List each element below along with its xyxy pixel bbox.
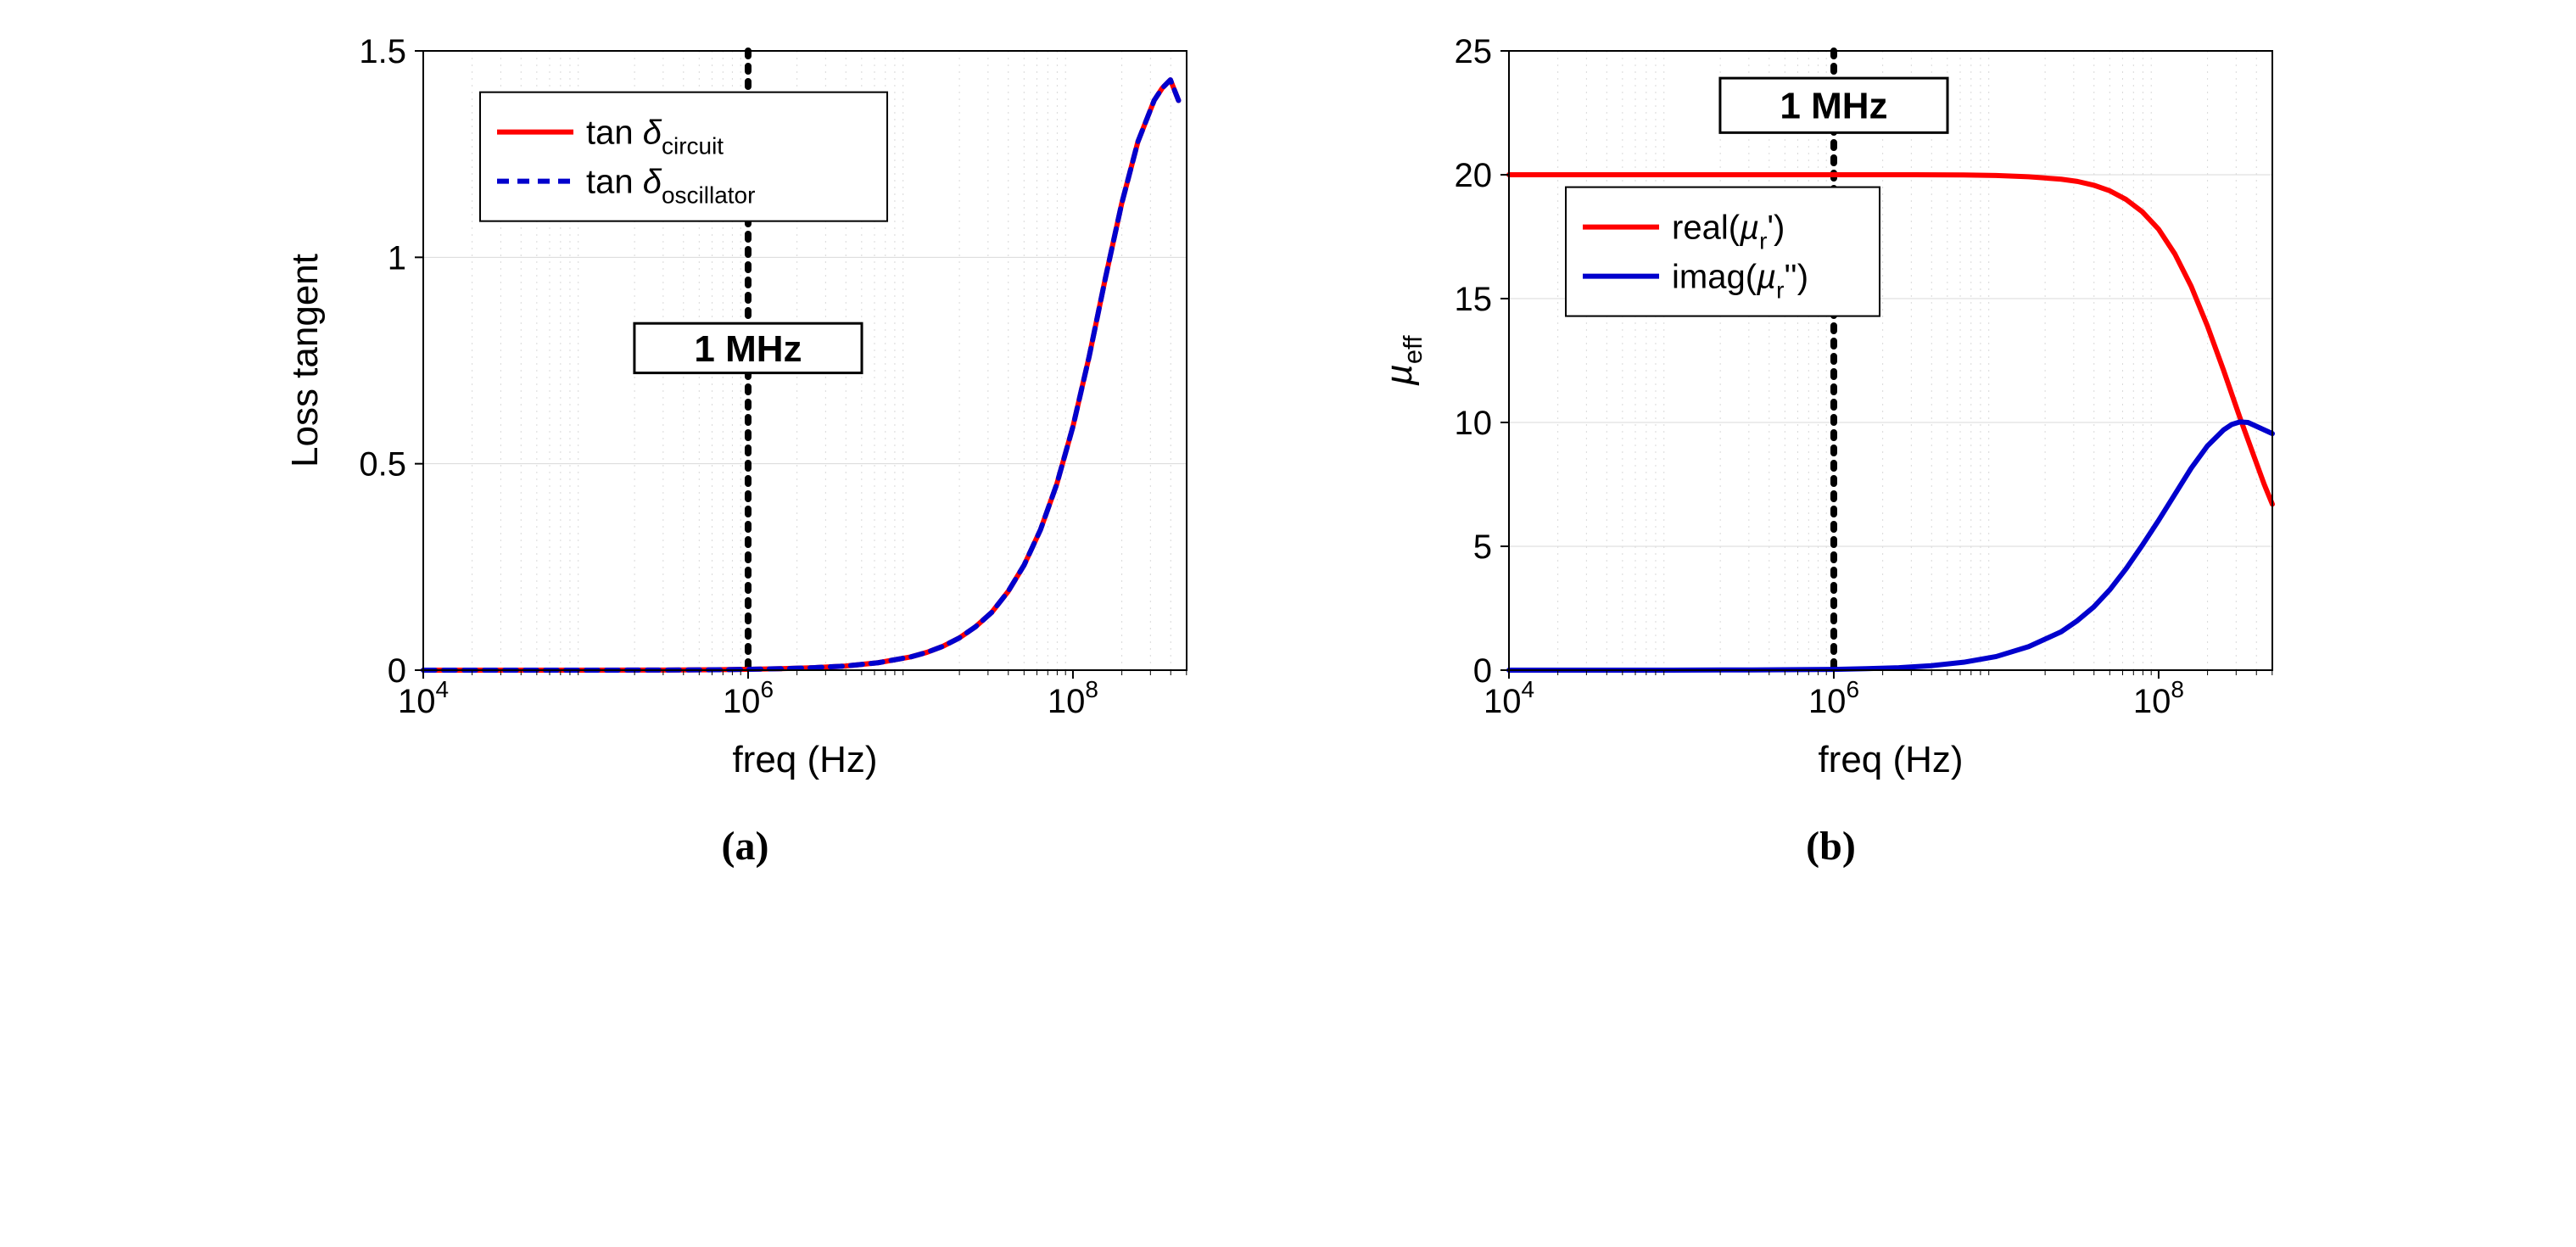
svg-text:25: 25	[1454, 34, 1492, 70]
svg-text:106: 106	[722, 676, 773, 720]
svg-text:0: 0	[1472, 652, 1491, 690]
svg-text:1 MHz: 1 MHz	[1780, 86, 1887, 127]
svg-text:20: 20	[1454, 157, 1492, 194]
svg-text:1: 1	[387, 239, 405, 277]
svg-text:108: 108	[2132, 676, 2183, 720]
svg-text:freq (Hz): freq (Hz)	[1818, 739, 1963, 780]
svg-text:15: 15	[1454, 281, 1492, 318]
panel-b: 1041061080510152025freq (Hz)µeff1 MHzrea…	[1365, 34, 2298, 870]
svg-text:µeff: µeff	[1378, 335, 1428, 386]
svg-text:1 MHz: 1 MHz	[694, 328, 802, 370]
svg-text:1.5: 1.5	[359, 34, 406, 70]
figure: 10410610800.511.5freq (Hz)Loss tangent1 …	[34, 34, 2542, 870]
svg-text:Loss tangent: Loss tangent	[284, 254, 326, 467]
svg-text:10: 10	[1454, 405, 1492, 442]
subcaption-a: (a)	[722, 823, 769, 870]
svg-text:106: 106	[1808, 676, 1858, 720]
chart-b: 1041061080510152025freq (Hz)µeff1 MHzrea…	[1365, 34, 2298, 797]
svg-text:0: 0	[387, 652, 405, 690]
panel-a: 10410610800.511.5freq (Hz)Loss tangent1 …	[279, 34, 1212, 870]
chart-a: 10410610800.511.5freq (Hz)Loss tangent1 …	[279, 34, 1212, 797]
svg-text:108: 108	[1047, 676, 1098, 720]
svg-text:5: 5	[1472, 528, 1491, 566]
subcaption-b: (b)	[1806, 823, 1856, 870]
svg-text:0.5: 0.5	[359, 446, 406, 484]
svg-text:freq (Hz): freq (Hz)	[732, 739, 877, 780]
